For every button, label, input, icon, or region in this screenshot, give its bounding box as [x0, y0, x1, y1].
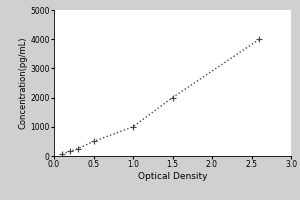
- Point: [59, 152, 64, 155]
- Point: [91, 140, 96, 143]
- Point: [68, 150, 72, 153]
- Point: [75, 147, 80, 150]
- Point: [130, 125, 135, 128]
- Y-axis label: Concentration(pg/mL): Concentration(pg/mL): [19, 37, 28, 129]
- Point: [170, 96, 175, 99]
- Point: [257, 38, 262, 41]
- X-axis label: Optical Density: Optical Density: [138, 172, 207, 181]
